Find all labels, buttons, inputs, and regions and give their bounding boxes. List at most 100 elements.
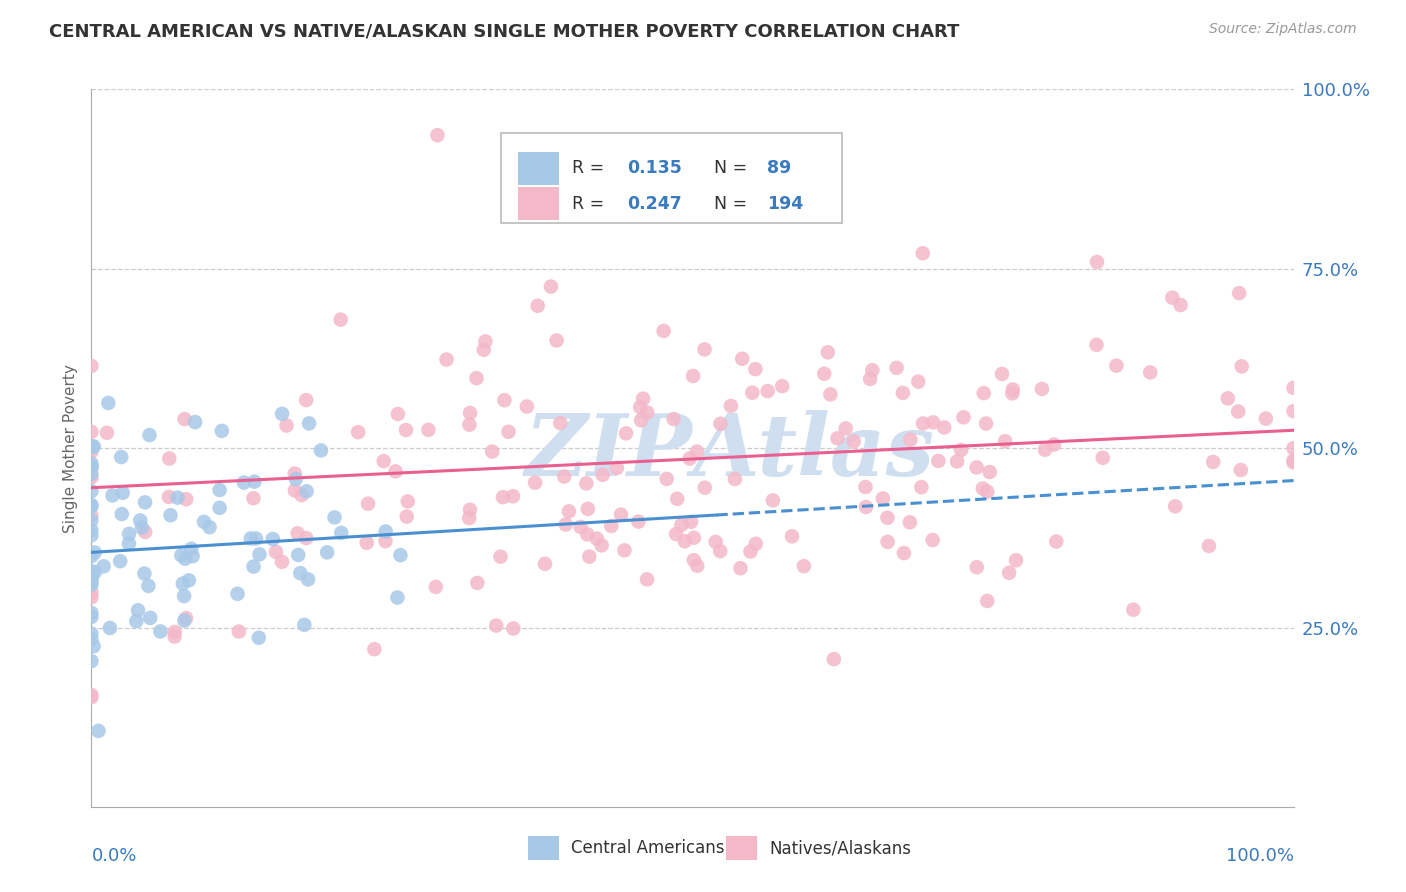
Point xyxy=(262,532,284,546)
Point xyxy=(524,475,547,490)
Point xyxy=(80,425,103,439)
Point xyxy=(1282,442,1305,456)
Point xyxy=(730,561,752,575)
Point xyxy=(979,465,1001,479)
Point xyxy=(134,495,156,509)
Point xyxy=(247,631,270,645)
Point xyxy=(80,574,103,588)
Point xyxy=(740,544,762,558)
Point xyxy=(173,614,195,628)
Point xyxy=(662,412,685,426)
Point xyxy=(606,461,628,475)
Point xyxy=(356,535,378,549)
Point xyxy=(630,413,652,427)
Point xyxy=(134,566,156,581)
Point xyxy=(80,578,103,592)
FancyBboxPatch shape xyxy=(519,187,560,220)
Point xyxy=(1282,453,1305,467)
Point xyxy=(395,423,418,437)
Y-axis label: Single Mother Poverty: Single Mother Poverty xyxy=(62,364,77,533)
Point xyxy=(83,440,105,454)
Point xyxy=(1230,463,1253,477)
Point xyxy=(80,606,103,620)
Point xyxy=(329,312,352,326)
Point xyxy=(80,514,103,528)
Point xyxy=(87,723,110,738)
Text: CENTRAL AMERICAN VS NATIVE/ALASKAN SINGLE MOTHER POVERTY CORRELATION CHART: CENTRAL AMERICAN VS NATIVE/ALASKAN SINGL… xyxy=(49,22,959,40)
Point xyxy=(243,475,266,489)
Point xyxy=(174,492,197,507)
Point xyxy=(686,558,709,573)
Point xyxy=(166,491,188,505)
Point xyxy=(666,491,689,506)
Point xyxy=(82,440,104,454)
Point xyxy=(827,431,849,445)
Point xyxy=(245,532,267,546)
Point xyxy=(516,400,538,414)
Point xyxy=(309,443,332,458)
Point xyxy=(724,472,747,486)
Point xyxy=(418,423,440,437)
Point xyxy=(592,467,614,482)
Point xyxy=(80,654,103,668)
Point xyxy=(950,442,973,457)
Point xyxy=(472,343,495,357)
Point xyxy=(208,500,231,515)
Point xyxy=(134,524,156,539)
Point xyxy=(886,360,908,375)
FancyBboxPatch shape xyxy=(519,152,560,185)
Point xyxy=(425,580,447,594)
Point xyxy=(835,421,858,435)
Point xyxy=(927,454,949,468)
Point xyxy=(614,426,637,441)
Point xyxy=(1282,381,1305,395)
Point xyxy=(1122,603,1144,617)
Point xyxy=(1001,386,1024,401)
Point xyxy=(910,480,932,494)
Point xyxy=(770,379,793,393)
Point xyxy=(271,407,294,421)
Point xyxy=(138,428,160,442)
Point xyxy=(287,548,309,562)
Point xyxy=(467,576,489,591)
Point xyxy=(363,642,385,657)
Point xyxy=(1161,291,1184,305)
Point xyxy=(1005,553,1028,567)
Point xyxy=(284,483,307,498)
Point xyxy=(655,472,678,486)
Text: ZIP: ZIP xyxy=(524,410,692,493)
Point xyxy=(631,392,654,406)
Point xyxy=(80,688,103,702)
Point xyxy=(780,529,803,543)
Point xyxy=(80,571,103,585)
Point xyxy=(1254,411,1277,425)
Point xyxy=(485,618,508,632)
Point xyxy=(720,399,742,413)
Point xyxy=(994,434,1017,449)
Point xyxy=(891,385,914,400)
Point xyxy=(193,515,215,529)
Point xyxy=(610,508,633,522)
Point xyxy=(316,545,339,559)
FancyBboxPatch shape xyxy=(527,836,560,861)
Point xyxy=(373,454,395,468)
Point xyxy=(458,417,481,432)
Point xyxy=(357,497,380,511)
Point xyxy=(1282,455,1305,469)
Point xyxy=(172,576,194,591)
Point xyxy=(458,502,481,516)
Text: 0.247: 0.247 xyxy=(627,194,682,212)
Point xyxy=(264,545,287,559)
Point xyxy=(295,484,318,499)
Point xyxy=(823,652,845,666)
Point xyxy=(817,345,839,359)
Point xyxy=(80,457,103,471)
Point xyxy=(284,467,307,481)
Point xyxy=(395,509,418,524)
Point xyxy=(242,559,264,574)
Point xyxy=(80,444,103,458)
Point xyxy=(893,546,915,560)
Point xyxy=(232,475,254,490)
Point xyxy=(762,493,785,508)
Point xyxy=(474,334,496,349)
